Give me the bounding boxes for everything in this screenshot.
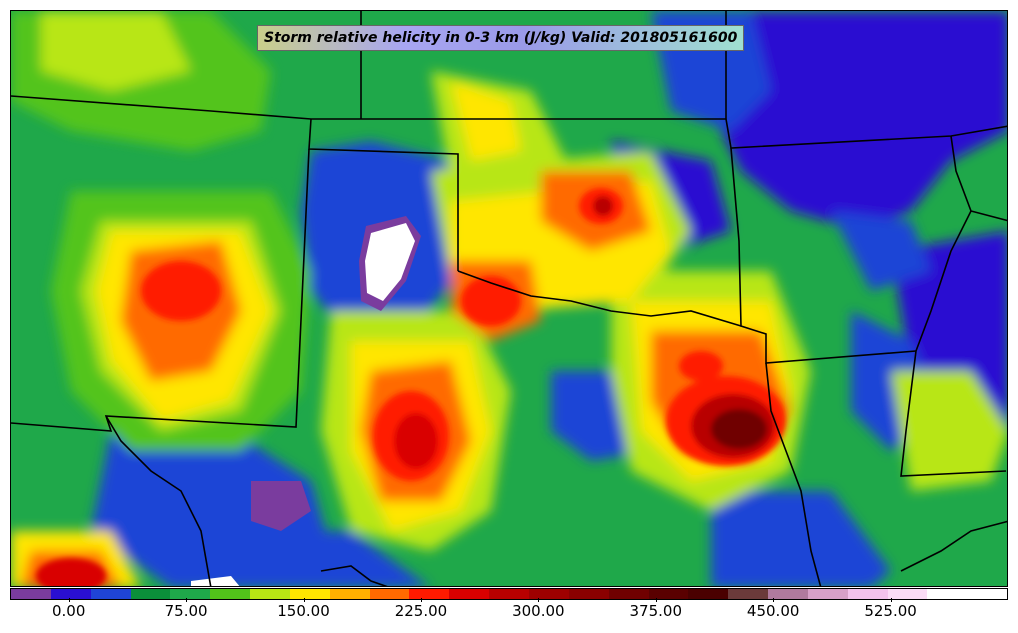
colorbar-segment: [329, 589, 370, 599]
colorbar-tick-mark: [890, 598, 892, 602]
colorbar-tick-mark: [773, 598, 775, 602]
colorbar-segment: [768, 589, 808, 599]
colorbar-tick-mark: [186, 598, 188, 602]
colorbar-segment: [369, 589, 410, 599]
colorbar-tick-label: 75.00: [164, 602, 208, 620]
map-panel: Storm relative helicity in 0-3 km (J/kg)…: [10, 10, 1008, 587]
colorbar-tick-mark: [538, 598, 540, 602]
colorbar-tick-mark: [68, 598, 70, 602]
colorbar-tick-label: 0.00: [52, 602, 86, 620]
colorbar-segment: [170, 589, 211, 599]
colorbar-segment: [449, 589, 490, 599]
white-patch: [365, 223, 415, 301]
colorbar-segment: [608, 589, 649, 599]
colorbar-tick-label: 375.00: [629, 602, 683, 620]
colorbar-ticks: 0.00 75.00 150.00 225.00 300.00 375.00 450.00 5…: [10, 598, 1008, 628]
colorbar-segment: [728, 589, 769, 599]
colorbar-segment: [568, 589, 609, 599]
colorbar-tick-label: 300.00: [512, 602, 565, 620]
colorbar-segment: [409, 589, 450, 599]
colorbar-tick-label: 450.00: [746, 602, 800, 620]
colorbar-segment: [11, 589, 51, 599]
colorbar: [10, 588, 1008, 600]
colorbar-segment: [50, 589, 91, 599]
colorbar-tick-mark: [655, 598, 657, 602]
colorbar-segment: [289, 589, 330, 599]
colorbar-segment: [210, 589, 251, 599]
colorbar-segment: [688, 589, 729, 599]
helicity-map: [11, 11, 1007, 586]
colorbar-segment: [90, 589, 131, 599]
colorbar-tick-label: 150.00: [277, 602, 330, 620]
colorbar-segment: [528, 589, 569, 599]
colorbar-segment: [130, 589, 171, 599]
colorbar-segment: [927, 589, 968, 599]
colorbar-tick-mark: [420, 598, 422, 602]
colorbar-segment: [807, 589, 848, 599]
boundary-lines: [11, 11, 1007, 586]
colorbar-tick-label: 525.00: [864, 602, 917, 620]
colorbar-segment: [250, 589, 290, 599]
colorbar-segment: [648, 589, 689, 599]
colorbar-segment: [887, 589, 928, 599]
colorbar-tick-label: 225.00: [394, 602, 448, 620]
colorbar-segment: [847, 589, 888, 599]
map-title: Storm relative helicity in 0-3 km (J/kg)…: [257, 25, 745, 51]
colorbar-segment: [967, 589, 1008, 599]
colorbar-tick-mark: [303, 598, 305, 602]
colorbar-segment: [489, 589, 529, 599]
